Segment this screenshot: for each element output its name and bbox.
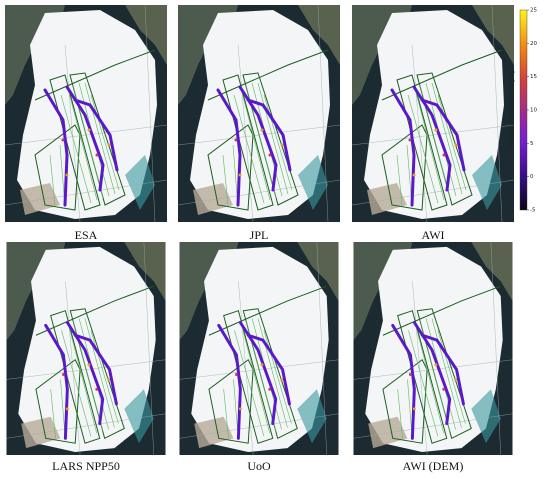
panel-label: LARS NPP50 <box>52 459 120 473</box>
tick-label: 15 <box>530 74 537 80</box>
tick-label: 10 <box>530 108 537 114</box>
colorbar-label: Elevation difference [m] <box>508 71 516 149</box>
map-image <box>178 5 340 222</box>
map-image <box>352 5 514 222</box>
map-image <box>178 242 340 455</box>
panel-label: AWI (DEM) <box>403 459 464 473</box>
map-image <box>5 5 167 222</box>
tick-label: 0 <box>530 174 534 180</box>
map-image <box>352 242 514 455</box>
tick-label: 20 <box>530 41 537 47</box>
map-image <box>5 242 167 455</box>
tick-label: 25 <box>530 8 537 14</box>
tick-label: 5 <box>530 141 534 147</box>
panel-label: ESA <box>75 228 98 242</box>
colorbar: -5 0 5 10 15 20 25 Elevation difference [m] <box>508 8 537 214</box>
panel-label: JPL <box>250 228 269 242</box>
panel-label: UoO <box>247 459 271 473</box>
panel-label: AWI <box>421 228 444 242</box>
colorbar-scale <box>519 9 528 211</box>
panels: ESA JPL AWI LARS NPP50 UoO AWI (DEM) <box>5 5 514 473</box>
tick-label: -5 <box>530 208 536 214</box>
